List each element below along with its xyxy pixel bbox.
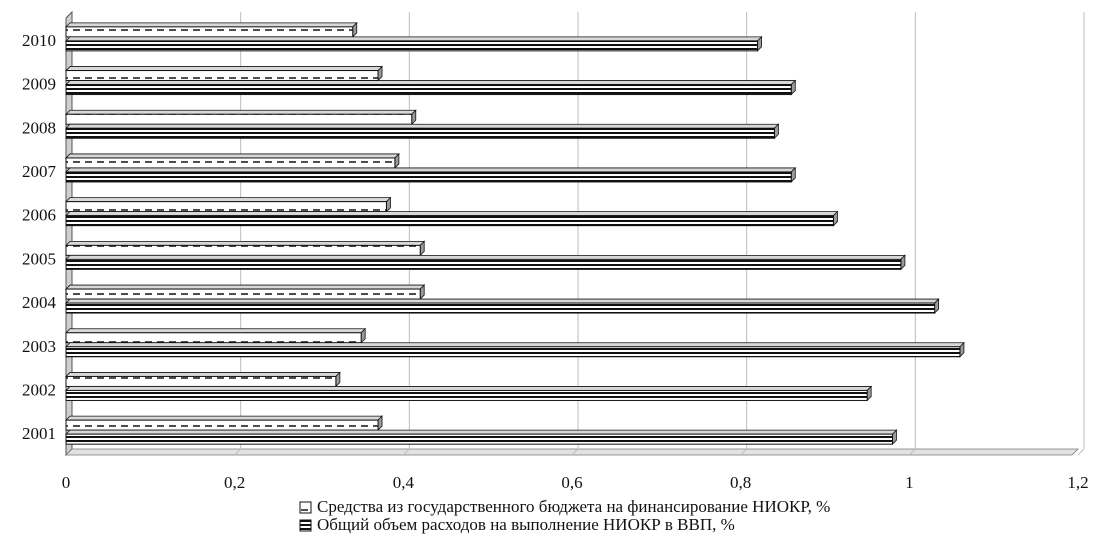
- y-category-label: 2004: [22, 293, 57, 312]
- y-category-label: 2006: [22, 206, 56, 225]
- bar-budget-funding: [65, 415, 383, 432]
- y-category-label: 2005: [22, 249, 56, 268]
- x-tick-label: 0,4: [393, 473, 415, 492]
- y-axis-labels: 2001 2002 2003 2004 2005 2006 2007 2008 2009 2010: [22, 31, 57, 443]
- bar-budget-funding: [65, 65, 383, 82]
- bar-total-rd-gdp: [65, 429, 898, 446]
- x-axis-floor: [65, 448, 1079, 456]
- bar-budget-funding: [65, 371, 341, 388]
- y-category-label: 2007: [22, 162, 57, 181]
- bar-total-rd-gdp: [65, 385, 873, 402]
- bar-total-rd-gdp: [65, 298, 940, 315]
- bar-budget-funding: [65, 327, 367, 344]
- y-category-label: 2002: [22, 380, 56, 399]
- bar-total-rd-gdp: [65, 123, 780, 140]
- bar-budget-funding: [65, 284, 426, 301]
- gridline-floor: [908, 448, 916, 456]
- y-category-label: 2001: [22, 424, 56, 443]
- legend-label: Общий объем расходов на выполнение НИОКР…: [317, 515, 735, 534]
- y-category-label: 2010: [22, 31, 56, 50]
- y-category-label: 2008: [22, 118, 56, 137]
- y-category-label: 2009: [22, 75, 56, 94]
- gridline-floor: [402, 448, 410, 456]
- legend: Средства из государственного бюджета на …: [299, 497, 830, 534]
- bar-budget-funding: [65, 21, 358, 38]
- legend-label: Средства из государственного бюджета на …: [317, 497, 830, 516]
- bar-total-rd-gdp: [65, 341, 965, 358]
- bar-total-rd-gdp: [65, 79, 797, 96]
- gridline-floor: [234, 448, 242, 456]
- bar-total-rd-gdp: [65, 210, 839, 227]
- bar-total-rd-gdp: [65, 166, 797, 183]
- x-tick-label: 0,6: [561, 473, 582, 492]
- x-tick-label: 0,8: [730, 473, 751, 492]
- gridline-floor: [740, 448, 748, 456]
- x-tick-label: 0: [62, 473, 71, 492]
- gridline-floor: [571, 448, 579, 456]
- legend-swatch: [299, 519, 312, 532]
- bar-budget-funding: [65, 109, 417, 126]
- bar-budget-funding: [65, 196, 392, 213]
- bar-total-rd-gdp: [65, 35, 763, 52]
- x-tick-label: 1,2: [1067, 473, 1088, 492]
- gridline-floor: [1077, 448, 1085, 456]
- legend-swatch: [299, 501, 312, 514]
- bar-budget-funding: [65, 240, 426, 257]
- bars: [65, 21, 965, 446]
- x-axis-labels: 0 0,2 0,4 0,6 0,8 1 1,2: [62, 473, 1089, 492]
- bar-budget-funding: [65, 152, 400, 169]
- x-tick-label: 0,2: [224, 473, 245, 492]
- y-category-label: 2003: [22, 337, 56, 356]
- bar-total-rd-gdp: [65, 254, 906, 271]
- x-tick-label: 1: [905, 473, 914, 492]
